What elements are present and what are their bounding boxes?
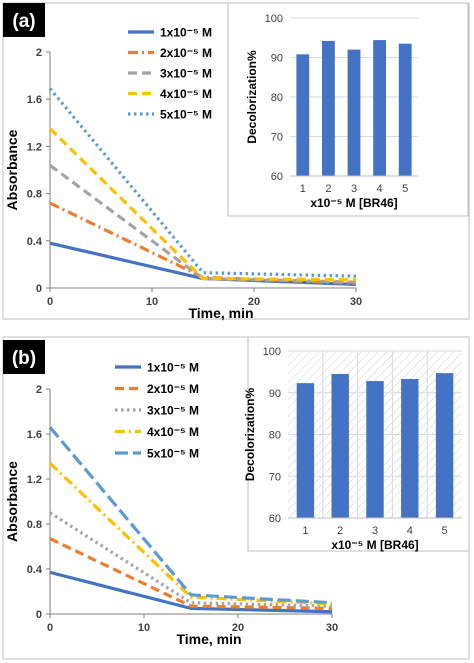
legend-label-5: 5x10⁻⁵ M: [147, 447, 199, 461]
y-axis-title: Absorbance: [4, 129, 20, 210]
inset-y-axis-title: Decolorization%: [243, 388, 257, 482]
x-tick-label: 0: [47, 296, 53, 308]
inset-x-tick-label: 4: [377, 183, 383, 195]
inset-bar-2: [331, 373, 349, 518]
y-tick-label: 0.4: [27, 236, 43, 248]
x-tick-label: 10: [146, 296, 158, 308]
series-line-2: [49, 537, 333, 610]
y-tick-label: 1.2: [27, 474, 42, 486]
x-tick-label: 0: [47, 622, 53, 634]
series-line-5: [48, 426, 333, 605]
y-tick-label: 1.6: [27, 429, 42, 441]
inset-y-tick-label: 90: [271, 53, 283, 65]
y-tick-label: 1.6: [27, 94, 42, 106]
inset-y-tick-label: 80: [271, 92, 283, 104]
panel-tag: (b): [12, 348, 36, 369]
inset-bar-3: [366, 381, 384, 518]
y-tick-label: 0.8: [27, 189, 42, 201]
x-tick-label: 20: [232, 622, 244, 634]
legend-label-2: 2x10⁻⁵ M: [160, 46, 212, 60]
x-tick-label: 20: [248, 296, 260, 308]
y-tick-label: 0: [36, 283, 42, 295]
inset-x-tick-label: 5: [402, 183, 408, 195]
inset-x-tick-label: 5: [442, 525, 448, 537]
inset-y-axis-title: Decolorization%: [245, 50, 259, 144]
inset-bar-5: [435, 373, 454, 518]
y-tick-label: 2: [36, 384, 42, 396]
legend-label-5: 5x10⁻⁵ M: [160, 108, 212, 122]
panel-tag-box: [3, 340, 45, 374]
inset-x-axis-title: x10⁻⁵ M [BR46]: [331, 538, 418, 552]
series-line-4: [48, 127, 357, 282]
panel-tag: (a): [12, 11, 35, 32]
inset-y-tick-label: 100: [265, 13, 283, 25]
y-tick-label: 1.2: [27, 141, 42, 153]
series-line-1: [49, 570, 333, 614]
legend-label-1: 1x10⁻⁵ M: [160, 26, 212, 40]
inset-bar-2: [322, 40, 335, 176]
x-axis-title: Time, min: [188, 305, 253, 321]
inset-bar-1: [296, 383, 315, 518]
inset-bar-4: [373, 40, 386, 177]
inset-bar-5: [398, 43, 412, 176]
y-axis-title: Absorbance: [4, 461, 20, 542]
y-tick-label: 0: [36, 609, 42, 621]
inset-x-tick-label: 1: [302, 525, 308, 537]
y-tick-label: 2: [36, 47, 42, 59]
x-tick-label: 30: [350, 296, 362, 308]
inset-y-tick-label: 90: [269, 388, 281, 400]
inset-y-tick-label: 100: [263, 346, 281, 358]
y-tick-label: 0.4: [27, 564, 43, 576]
inset-y-tick-label: 60: [271, 171, 283, 183]
panel-tag-box: [3, 3, 45, 37]
inset-y-tick-label: 70: [269, 471, 281, 483]
inset-x-tick-label: 2: [337, 525, 343, 537]
legend-label-3: 3x10⁻⁵ M: [160, 67, 212, 81]
legend-label-2: 2x10⁻⁵ M: [147, 382, 199, 396]
inset-y-tick-label: 80: [269, 430, 281, 442]
inset-bar-3: [347, 49, 361, 176]
legend-label-3: 3x10⁻⁵ M: [147, 404, 199, 418]
inset-bar-4: [401, 378, 419, 518]
inset-x-tick-label: 1: [300, 183, 306, 195]
inset-x-axis-title: x10⁻⁵ M [BR46]: [310, 196, 397, 210]
inset-y-tick-label: 70: [271, 132, 283, 144]
inset-x-tick-label: 3: [372, 525, 378, 537]
inset-y-tick-label: 60: [269, 513, 281, 525]
inset-x-tick-label: 4: [407, 525, 413, 537]
inset-x-tick-label: 2: [325, 183, 331, 195]
series-line-3: [49, 511, 333, 608]
x-tick-label: 30: [326, 622, 338, 634]
x-axis-title: Time, min: [176, 631, 241, 647]
legend-label-4: 4x10⁻⁵ M: [160, 87, 212, 101]
decolorization-bar-chart: 60 70 80 90 100 1 2 3 4 5 Decolorization% x10⁻⁵ M […: [227, 2, 469, 217]
inset-bar-1: [296, 54, 310, 177]
inset-x-tick-label: 3: [351, 183, 357, 195]
decolorization-bar-chart: 60 70 80 90 100 1 2 3 4 5 Decolorization% x10⁻⁵ M […: [243, 336, 470, 552]
legend: 1x10⁻⁵ M 2x10⁻⁵ M 3x10⁻⁵ M 4x10⁻⁵ M 5x10⁻⁵ M: [128, 26, 212, 122]
legend: 1x10⁻⁵ M 2x10⁻⁵ M 3x10⁻⁵ M 4x10⁻⁵ M 5x10⁻⁵ M: [115, 361, 199, 461]
series-line-5: [48, 87, 357, 278]
legend-label-1: 1x10⁻⁵ M: [147, 361, 199, 375]
y-tick-label: 0.8: [27, 519, 42, 531]
x-tick-label: 10: [138, 622, 150, 634]
legend-label-4: 4x10⁻⁵ M: [147, 425, 199, 439]
